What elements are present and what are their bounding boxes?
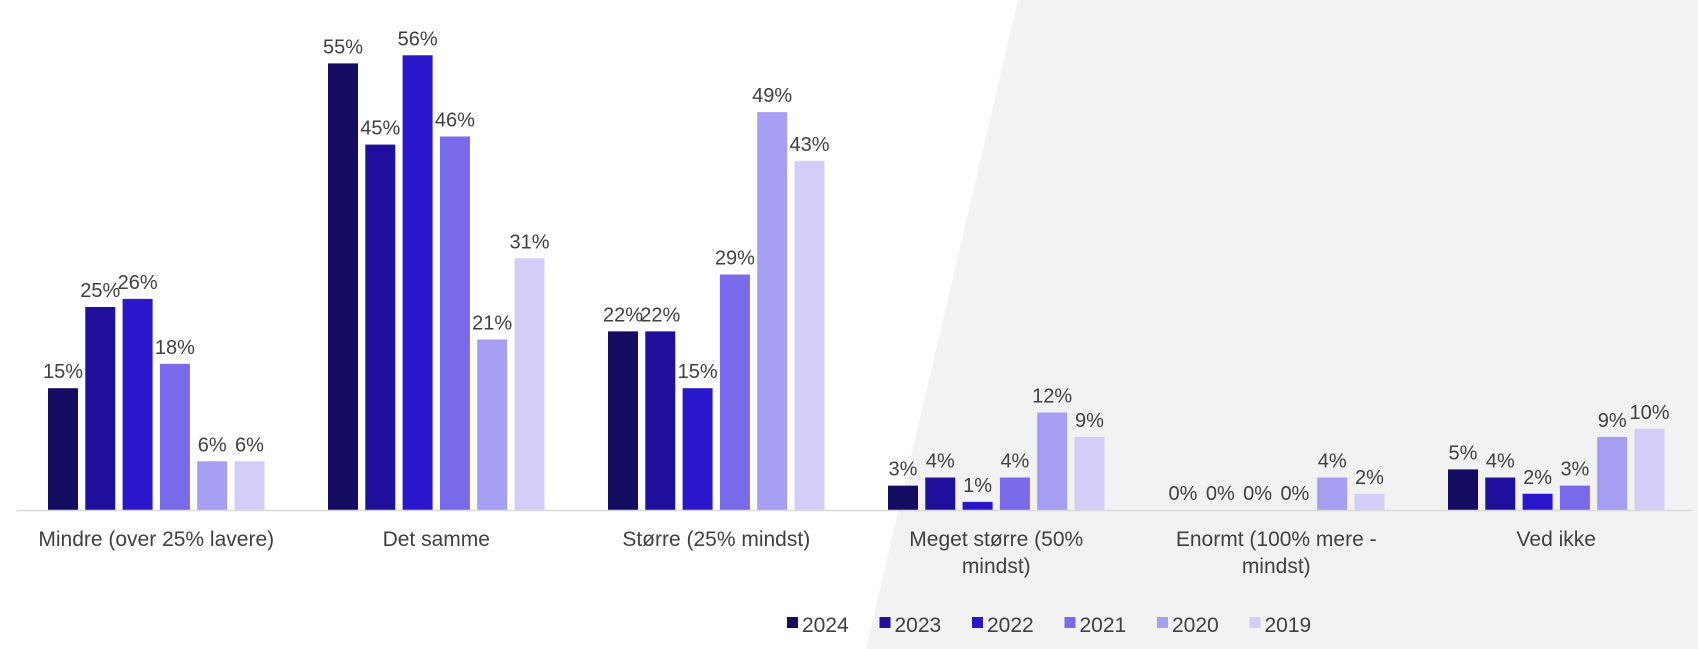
data-label: 12% bbox=[1032, 386, 1072, 408]
category-label: mindst) bbox=[1242, 555, 1311, 578]
data-label: 9% bbox=[1598, 410, 1627, 432]
data-label: 6% bbox=[198, 434, 227, 456]
data-label: 4% bbox=[1486, 451, 1515, 473]
bar-2020 bbox=[1317, 477, 1348, 510]
data-label: 29% bbox=[715, 248, 755, 270]
data-label: 2% bbox=[1355, 467, 1384, 489]
data-label: 3% bbox=[1560, 459, 1589, 481]
data-label: 55% bbox=[323, 36, 363, 58]
bar-2019 bbox=[1354, 493, 1385, 510]
data-label: 18% bbox=[155, 337, 195, 359]
data-label: 4% bbox=[1000, 451, 1029, 473]
bar-2020 bbox=[477, 339, 508, 510]
bar-2023 bbox=[925, 477, 956, 510]
bar-2024 bbox=[48, 388, 78, 510]
bar-2020 bbox=[1597, 436, 1628, 510]
data-label: 0% bbox=[1280, 483, 1309, 505]
data-label: 15% bbox=[43, 361, 83, 383]
data-label: 43% bbox=[789, 134, 829, 156]
data-label: 5% bbox=[1449, 442, 1478, 464]
bar-2019 bbox=[514, 258, 545, 510]
data-label: 0% bbox=[1169, 483, 1198, 505]
data-label: 1% bbox=[963, 475, 992, 497]
legend-swatch-2023 bbox=[879, 617, 891, 628]
data-label: 22% bbox=[640, 304, 680, 326]
data-label: 22% bbox=[603, 304, 643, 326]
legend-label: 2024 bbox=[802, 614, 849, 637]
bar-2021 bbox=[159, 363, 190, 510]
bar-2024 bbox=[1448, 469, 1478, 510]
bar-2022 bbox=[1522, 493, 1553, 510]
bar-2022 bbox=[402, 55, 433, 510]
legend-label: 2020 bbox=[1172, 614, 1219, 637]
bar-2019 bbox=[794, 160, 825, 510]
bar-2022 bbox=[122, 298, 153, 510]
bar-2021 bbox=[719, 274, 750, 510]
data-label: 9% bbox=[1075, 410, 1104, 432]
data-label: 45% bbox=[360, 118, 400, 140]
bar-2023 bbox=[645, 331, 676, 510]
bar-2022 bbox=[682, 388, 713, 510]
bar-2019 bbox=[234, 461, 265, 510]
legend-swatch-2020 bbox=[1157, 617, 1168, 628]
bar-2023 bbox=[1485, 477, 1516, 510]
data-label: 26% bbox=[118, 272, 158, 294]
category-label: Det samme bbox=[383, 528, 490, 551]
legend-label: 2023 bbox=[895, 614, 942, 637]
bar-2020 bbox=[1037, 412, 1068, 510]
legend-label: 2022 bbox=[987, 614, 1034, 637]
bar-2021 bbox=[999, 477, 1030, 510]
bar-2023 bbox=[85, 307, 116, 510]
legend-swatch-2024 bbox=[787, 617, 798, 628]
bar-2020 bbox=[757, 112, 788, 511]
category-label: Meget større (50% bbox=[909, 528, 1083, 551]
category-label: Mindre (over 25% lavere) bbox=[38, 528, 274, 551]
bar-2019 bbox=[1074, 436, 1105, 510]
bar-2024 bbox=[328, 63, 358, 511]
category-label: Ved ikke bbox=[1517, 528, 1596, 551]
category-label: Større (25% mindst) bbox=[622, 528, 810, 551]
data-label: 56% bbox=[398, 28, 438, 50]
category-label: Enormt (100% mere - bbox=[1176, 528, 1377, 551]
data-label: 2% bbox=[1523, 467, 1552, 489]
legend-label: 2021 bbox=[1080, 614, 1127, 637]
data-label: 0% bbox=[1206, 483, 1235, 505]
legend-label: 2019 bbox=[1265, 614, 1312, 637]
data-label: 15% bbox=[678, 361, 718, 383]
data-label: 6% bbox=[235, 434, 264, 456]
bar-2022 bbox=[962, 501, 993, 510]
legend-swatch-2021 bbox=[1064, 617, 1076, 628]
data-label: 4% bbox=[926, 451, 955, 473]
data-label: 0% bbox=[1243, 483, 1272, 505]
bar-2020 bbox=[197, 461, 228, 510]
category-label: mindst) bbox=[962, 555, 1031, 578]
bar-2021 bbox=[1559, 485, 1590, 510]
bar-2019 bbox=[1634, 428, 1665, 510]
legend-swatch-2022 bbox=[972, 617, 983, 628]
data-label: 4% bbox=[1318, 451, 1347, 473]
bar-2023 bbox=[365, 144, 396, 510]
data-label: 49% bbox=[752, 85, 792, 107]
data-label: 31% bbox=[509, 231, 549, 253]
background-shade bbox=[866, 0, 1698, 649]
legend-swatch-2019 bbox=[1249, 617, 1261, 628]
bar-2024 bbox=[608, 331, 638, 510]
data-label: 10% bbox=[1629, 402, 1669, 424]
data-label: 25% bbox=[80, 280, 120, 302]
bar-2024 bbox=[888, 485, 918, 510]
legend: 2024 2023 2022 2021 2020 2019 bbox=[787, 614, 1311, 637]
data-label: 21% bbox=[472, 312, 512, 334]
data-label: 46% bbox=[435, 109, 475, 131]
bar-2021 bbox=[439, 136, 470, 511]
data-label: 3% bbox=[889, 459, 918, 481]
